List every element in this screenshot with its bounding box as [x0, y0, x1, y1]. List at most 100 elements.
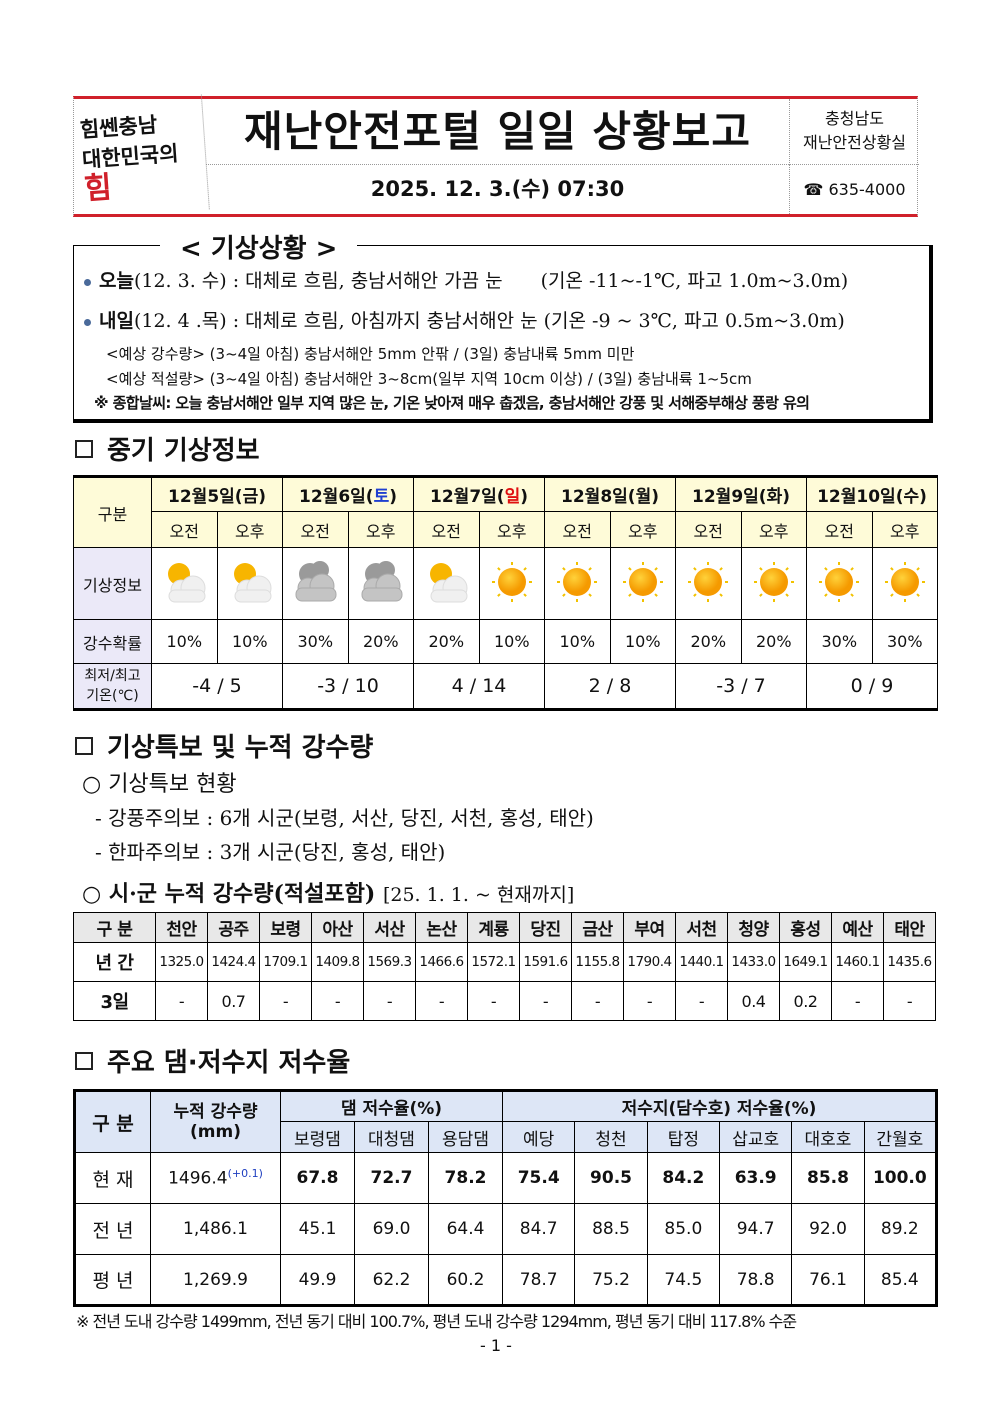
storage-rate: 74.5: [646, 1254, 721, 1306]
today-text: (12. 3. 수) : 대체로 흐림, 충남서해안 가끔 눈 (기온 -11~…: [133, 270, 849, 292]
storage-rate: 75.2: [574, 1254, 648, 1306]
day-header: 12월8일(월): [544, 476, 676, 512]
section-forecast: 중기 기상정보: [75, 430, 260, 467]
section-title: 주요 댐·저수지 저수율: [107, 1048, 351, 1078]
storage-rate: 85.8: [791, 1152, 865, 1204]
sunny-icon: [871, 547, 938, 620]
today-rain: -: [831, 981, 884, 1021]
pm-header: 오후: [478, 511, 545, 548]
city-header: 논산: [415, 912, 468, 943]
col-label: 구 분: [74, 1090, 151, 1153]
today-rain: -: [311, 981, 364, 1021]
city-header: 천안: [155, 912, 208, 943]
storage-rate: 76.1: [791, 1254, 865, 1306]
reservoir-col-header: 간월호: [863, 1121, 938, 1153]
day-header: 12월7일(일): [413, 476, 545, 512]
city-rain-table: 구 분 천안 공주 보령 아산 서산 논산 계룡 당진 금산 부여 서천 청양 홍성 예산 태안 년 간 132…: [73, 912, 936, 1021]
storage-rate: 78.7: [502, 1254, 576, 1306]
storage-rate: 90.5: [574, 1152, 648, 1204]
precip-prob: 30%: [806, 619, 873, 664]
section-title: 중기 기상정보: [107, 436, 260, 466]
dam-group-header: 댐 저수율(%): [279, 1090, 504, 1122]
precip-prob: 20%: [347, 619, 414, 664]
storage-rate: 49.9: [280, 1254, 355, 1306]
tomorrow-text: (12. 4 .목) : 대체로 흐림, 아침까지 충남서해안 눈 (기온 -9…: [133, 310, 845, 332]
storage-rate: 63.9: [718, 1152, 793, 1204]
city-header: 홍성: [779, 912, 832, 943]
forecast-table: 구분 12월5일(금) 12월6일(토) 12월7일(일) 12월8일(월) 12월9일(…: [73, 475, 938, 711]
sunny-icon: [675, 547, 742, 620]
precip-prob: 10%: [216, 619, 283, 664]
cloudy-icon: [282, 547, 349, 620]
temp-range: -4 / 5: [151, 663, 283, 710]
row-label: 전 년: [74, 1203, 151, 1255]
storage-rate: 67.8: [280, 1152, 355, 1204]
today-rain: -: [571, 981, 624, 1021]
acc-rain: 1,486.1: [150, 1203, 281, 1255]
acc-rain: 1496.4(+0.1): [150, 1152, 281, 1204]
today-rain: 0.7: [207, 981, 260, 1021]
reservoir-col-header: 보령댐: [280, 1121, 355, 1153]
storage-rate: 100.0: [863, 1152, 938, 1204]
sunny-icon: [740, 547, 807, 620]
section-reservoir: 주요 댐·저수지 저수율: [75, 1042, 350, 1079]
pm-header: 오후: [740, 511, 807, 548]
day-header: 12월10일(수): [806, 476, 938, 512]
today-rain: -: [519, 981, 572, 1021]
storage-rate: 62.2: [354, 1254, 429, 1306]
warning-item: - 강풍주의보 : 6개 시군(보령, 서산, 당진, 서천, 홍성, 태안): [95, 806, 594, 830]
precip-prob: 20%: [740, 619, 807, 664]
expected-rain: <예상 강수량> (3~4일 아침) 충남서해안 5mm 안팎 / (3일) 충…: [106, 345, 635, 363]
checkbox-icon: [75, 736, 93, 755]
today-rain: 0.4: [727, 981, 780, 1021]
temp-range: -3 / 10: [282, 663, 414, 710]
precip-prob: 30%: [871, 619, 938, 664]
warning-subtitle: ○ 기상특보 현황: [82, 772, 237, 797]
today-rain: 0.2: [779, 981, 832, 1021]
acc-rain: 1,269.9: [150, 1254, 281, 1306]
annual-rain: 1569.3: [363, 942, 416, 982]
tomorrow-label: 내일: [99, 310, 134, 332]
logo-text: 대한민국의: [81, 139, 180, 172]
bullet-icon: [84, 318, 91, 326]
today-rain: -: [155, 981, 208, 1021]
city-header: 당진: [519, 912, 572, 943]
storage-rate: 88.5: [574, 1203, 648, 1255]
reservoir-col-header: 예당: [502, 1121, 576, 1153]
annual-rain: 1325.0: [155, 942, 208, 982]
today-rain: -: [415, 981, 468, 1021]
city-header: 아산: [311, 912, 364, 943]
precip-prob: 10%: [544, 619, 611, 664]
today-rain: -: [259, 981, 312, 1021]
logo-text: 힘: [82, 169, 113, 207]
row-label: 최저/최고 기온(℃): [73, 663, 152, 710]
city-header: 청양: [727, 912, 780, 943]
reservoir-table: 구 분 누적 강수량 (mm) 댐 저수율(%) 저수지(담수호) 저수율(%) …: [73, 1089, 938, 1307]
row-label: 평 년: [74, 1254, 151, 1306]
footnote: ※ 전년 도내 강수량 1499mm, 전년 동기 대비 100.7%, 평년 …: [76, 1312, 797, 1331]
storage-rate: 72.7: [354, 1152, 429, 1204]
organization: 충청남도 재난안전상황실: [789, 99, 919, 165]
temp-range: 2 / 8: [544, 663, 676, 710]
cloudy-icon: [347, 547, 414, 620]
annual-rain: 1424.4: [207, 942, 260, 982]
annual-rain: 1460.1: [831, 942, 884, 982]
expected-snow: <예상 적설량> (3~4일 아침) 충남서해안 3~8cm(일부 지역 10c…: [106, 370, 752, 388]
reservoir-col-header: 대청댐: [354, 1121, 429, 1153]
storage-rate: 94.7: [718, 1203, 793, 1255]
day-header: 12월5일(금): [151, 476, 283, 512]
storage-rate: 69.0: [354, 1203, 429, 1255]
storage-rate: 60.2: [427, 1254, 504, 1306]
storage-rate: 84.7: [502, 1203, 576, 1255]
warning-item: - 한파주의보 : 3개 시군(당진, 홍성, 태안): [95, 840, 446, 864]
row-label: 년 간: [73, 942, 156, 982]
reservoir-col-header: 용담댐: [427, 1121, 504, 1153]
annual-rain: 1435.6: [883, 942, 936, 982]
pm-header: 오후: [871, 511, 938, 548]
storage-rate: 84.2: [646, 1152, 721, 1204]
row-label: 3일: [73, 981, 156, 1021]
reservoir-col-header: 탑정: [646, 1121, 721, 1153]
city-header: 계룡: [467, 912, 520, 943]
today-rain: -: [675, 981, 728, 1021]
today-rain: -: [883, 981, 936, 1021]
